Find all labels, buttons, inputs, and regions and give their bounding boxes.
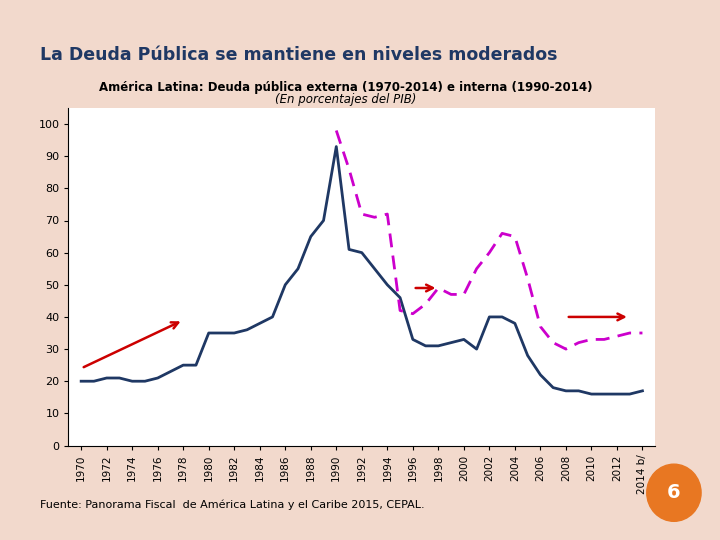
Text: 6: 6 xyxy=(667,483,680,502)
Circle shape xyxy=(647,464,701,521)
Text: América Latina: Deuda pública externa (1970-2014) e interna (1990-2014): América Latina: Deuda pública externa (1… xyxy=(99,81,593,94)
Text: Fuente: Panorama Fiscal  de América Latina y el Caribe 2015, CEPAL.: Fuente: Panorama Fiscal de América Latin… xyxy=(40,500,424,510)
Text: La Deuda Pública se mantiene en niveles moderados: La Deuda Pública se mantiene en niveles … xyxy=(40,46,557,64)
Text: (En porcentajes del PIB): (En porcentajes del PIB) xyxy=(275,93,416,106)
